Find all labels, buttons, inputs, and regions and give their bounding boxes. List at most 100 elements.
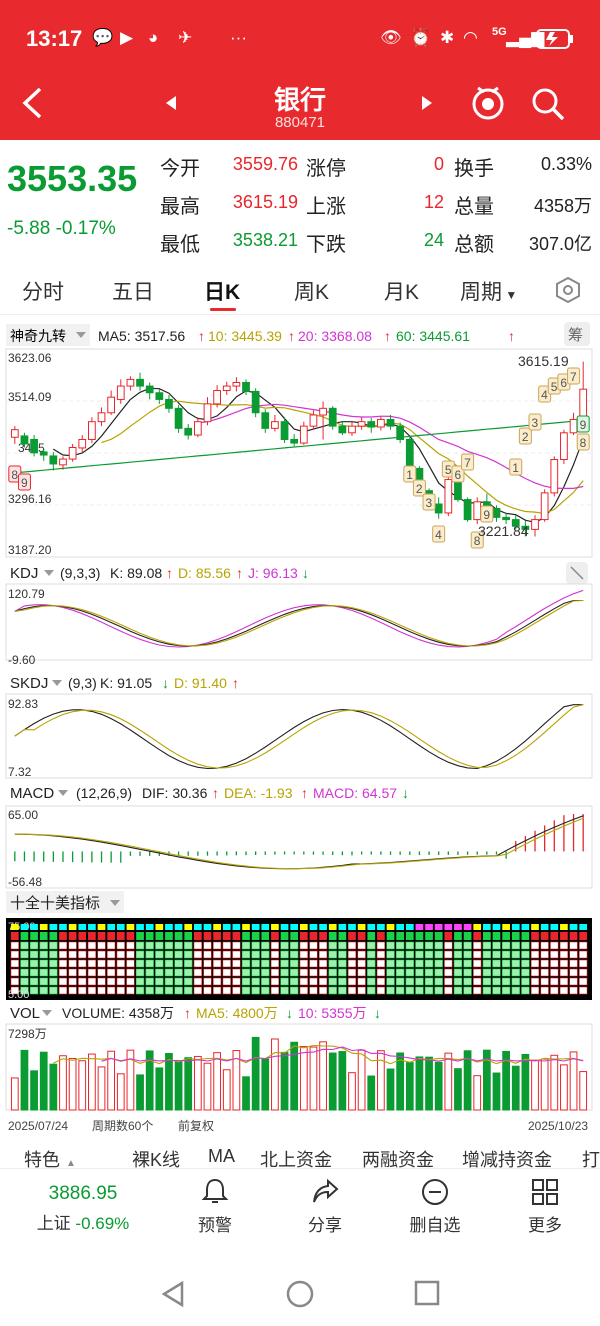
kdj-d-arrow: ↑ — [236, 565, 243, 581]
ten-cell — [29, 977, 39, 986]
volume-bar-down — [434, 1061, 443, 1111]
ten-cell — [357, 977, 366, 986]
remove-watchlist-button[interactable]: 删自选 — [395, 1177, 475, 1236]
volume-bar-up — [271, 1038, 279, 1111]
chip-button[interactable]: 筹 — [568, 327, 583, 344]
candle-up — [97, 412, 106, 423]
ten-top-cell — [377, 924, 385, 930]
ten-selector-bg — [6, 891, 124, 913]
nine-mark-number: 2 — [416, 482, 423, 496]
system-back-icon[interactable] — [160, 1280, 186, 1308]
chart-canvas[interactable]: 神奇九转 MA5: 3517.56 ↑ 10: 3445.39 ↑ 20: 33… — [0, 316, 600, 1136]
ten-cell — [540, 968, 549, 977]
ten-mid-cell — [145, 932, 154, 940]
tab-period[interactable]: 周期 ▼ — [460, 276, 517, 306]
ten-cell — [309, 950, 318, 959]
kdj-k-line — [14, 599, 584, 647]
ten-cell — [193, 977, 203, 986]
kline-chart[interactable]: 神奇九转 MA5: 3517.56 ↑ 10: 3445.39 ↑ 20: 33… — [0, 316, 600, 1136]
tab-five-day[interactable]: 五日 — [112, 281, 154, 304]
ten-top-cell — [569, 924, 578, 930]
tab-weekly[interactable]: 周K — [294, 281, 330, 304]
ten-cell — [415, 959, 424, 968]
ten-cell — [569, 986, 578, 995]
ten-cell — [87, 968, 97, 977]
ten-mid-cell — [88, 932, 96, 940]
ten-cell — [10, 950, 19, 959]
ten-cell — [261, 986, 270, 995]
volume-bar-up — [203, 1062, 212, 1111]
prev-stock-icon[interactable] — [164, 94, 178, 112]
toolbar-naked-k[interactable]: 裸K线 — [132, 1150, 181, 1168]
candle-up — [213, 390, 221, 405]
toolbar-more[interactable]: 打 — [582, 1150, 600, 1168]
candle-up — [473, 501, 482, 521]
ten-mid-cell — [309, 932, 318, 940]
alert-button[interactable]: 预警 — [175, 1177, 255, 1236]
skdj-name[interactable]: SKDJ — [10, 675, 48, 692]
ten-cell — [395, 950, 405, 959]
ten-mid-cell — [415, 932, 424, 940]
ten-cell — [559, 986, 569, 995]
tab-daily[interactable]: 日K — [204, 281, 241, 304]
vol-name[interactable]: VOL — [10, 1005, 40, 1022]
volume-bar-down — [280, 1051, 289, 1111]
ten-mid-cell — [68, 932, 77, 940]
kdj-axis-top: 120.79 — [8, 587, 45, 601]
adjust-mode[interactable]: 前复权 — [178, 1118, 214, 1133]
candle-up — [78, 438, 87, 449]
volume-bar-down — [454, 1068, 462, 1111]
candle-up — [377, 418, 385, 428]
ma10-arrow: ↑ — [288, 328, 295, 344]
toolbar-margin[interactable]: 两融资金 — [362, 1150, 434, 1168]
caret-icon — [76, 332, 86, 338]
candle-down — [165, 398, 173, 409]
back-icon[interactable] — [20, 86, 44, 120]
share-button[interactable]: 分享 — [285, 1177, 365, 1236]
ten-cell — [97, 968, 106, 977]
index-ticker[interactable]: 3886.95 上证 -0.69% — [18, 1183, 148, 1234]
amount-value: 307.0亿 — [528, 234, 592, 254]
next-stock-icon[interactable] — [420, 94, 434, 112]
ten-cell — [270, 986, 280, 995]
nine-mark-box — [403, 465, 417, 483]
ten-cell — [29, 959, 39, 968]
volume-bar-down — [242, 1076, 250, 1111]
volume-bar-up — [126, 1049, 135, 1111]
toolbar-feature[interactable]: 特色 — [24, 1150, 60, 1168]
ten-cell — [280, 959, 289, 968]
toolbar-holdings[interactable]: 增减持资金 — [462, 1150, 552, 1168]
kdj-params: (9,3,3) — [60, 565, 100, 581]
search-icon[interactable] — [530, 86, 566, 122]
volume-bar-down — [290, 1041, 299, 1111]
ten-indicator-name[interactable]: 十全十美指标 — [10, 894, 100, 912]
ten-cell — [405, 959, 414, 968]
tab-monthly[interactable]: 月K — [384, 281, 420, 304]
ten-cell — [135, 986, 145, 995]
ten-cell — [434, 986, 443, 995]
nine-mark-box — [480, 505, 494, 523]
kdj-name[interactable]: KDJ — [10, 565, 38, 582]
ten-cell — [20, 959, 29, 968]
toolbar-ma[interactable]: MA — [208, 1146, 235, 1166]
settings-hexagon-icon[interactable] — [554, 276, 582, 304]
macd-name[interactable]: MACD — [10, 785, 54, 802]
system-recents-icon[interactable] — [414, 1280, 440, 1306]
toolbar-northbound[interactable]: 北上资金 — [260, 1150, 332, 1168]
ten-cell — [395, 986, 405, 995]
ten-cell — [241, 941, 251, 950]
more-button[interactable]: 更多 — [505, 1177, 585, 1236]
ten-cell — [58, 968, 68, 977]
amount-label: 总额 — [454, 234, 494, 256]
vol-panel-frame — [5, 1023, 593, 1111]
indicator-selector[interactable]: 神奇九转 — [10, 328, 66, 344]
macd-dea-line — [14, 817, 584, 870]
ten-cell — [473, 968, 482, 977]
tab-intraday[interactable]: 分时 — [22, 281, 64, 304]
nine-mark-box — [432, 525, 446, 543]
mascot-icon[interactable] — [470, 82, 506, 122]
ten-mid-cell — [560, 932, 568, 940]
nine-mark-box — [518, 427, 532, 445]
system-home-icon[interactable] — [286, 1280, 314, 1308]
ten-cell — [569, 977, 578, 986]
